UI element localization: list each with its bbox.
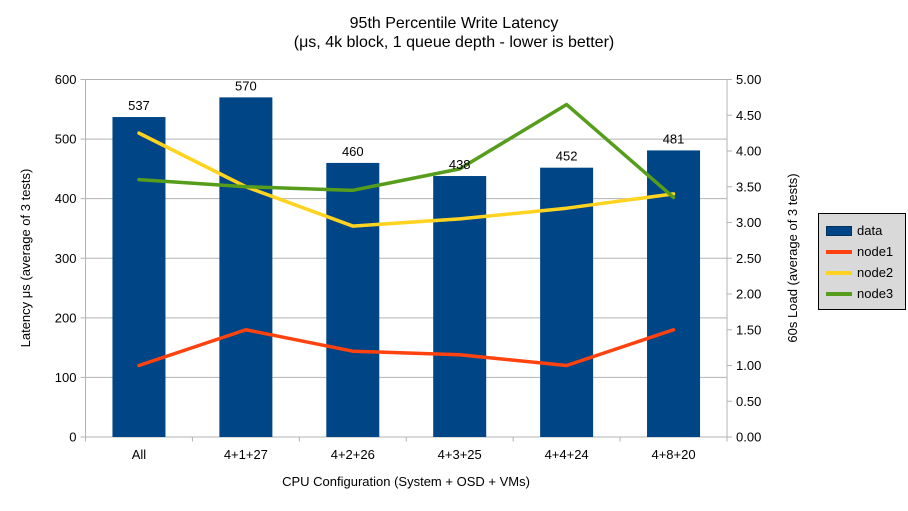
legend-item-node3: node3 [826,283,898,304]
legend-label: data [857,223,883,238]
category-label: 4+4+24 [545,447,589,462]
right-axis-title: 60s Load (average of 3 tests) [785,173,800,342]
legend-item-node1: node1 [826,241,898,262]
legend-swatch-node1 [826,249,852,254]
legend: data node1 node2 node3 [818,213,906,310]
legend-swatch-data [826,225,852,236]
right-tick-label: 3.00 [736,215,761,230]
bar-4+1+27 [219,97,273,437]
legend-swatch-node2 [826,270,852,275]
plot-layer: 0 100 200 300 400 500 600 0.00 0.50 1.00 1.50 2.00 2… [55,72,762,462]
bar-value-label: 570 [235,78,257,93]
right-tick-label: 1.00 [736,358,761,373]
line-node1 [137,328,676,368]
left-tick-label: 400 [55,191,77,206]
legend-item-node2: node2 [826,262,898,283]
bar-value-label: 460 [342,144,364,159]
chart-title: 95th Percentile Write Latency [350,15,559,32]
bar-value-label: 452 [556,149,578,164]
left-tick-label: 200 [55,310,77,325]
left-tick-label: 0 [69,430,76,445]
bar-All [112,117,166,437]
right-tick-label: 0.50 [736,394,761,409]
bar-4+3+25 [433,176,487,437]
right-tick-label: 5.00 [736,72,761,87]
right-tick-label: 4.00 [736,144,761,159]
legend-item-data: data [826,220,898,241]
left-tick-label: 600 [55,72,77,87]
legend-swatch-node3 [826,291,852,296]
line-node2 [137,131,676,228]
right-tick-label: 4.50 [736,108,761,123]
line-node3 [137,102,676,200]
category-label: All [132,447,147,462]
bar-value-label: 438 [449,157,471,172]
right-tick-label: 3.50 [736,179,761,194]
legend-label: node2 [857,265,894,280]
x-axis-title: CPU Configuration (System + OSD + VMs) [282,474,530,489]
left-axis-title: Latency μs (average of 3 tests) [18,169,33,348]
bar-value-label: 537 [128,98,150,113]
left-tick-label: 500 [55,132,77,147]
category-label: 4+3+25 [438,447,482,462]
right-tick-label: 2.50 [736,251,761,266]
category-label: 4+8+20 [651,447,695,462]
bar-value-label: 481 [663,131,685,146]
right-tick-label: 1.50 [736,322,761,337]
bar-4+4+24 [540,167,594,437]
left-tick-label: 100 [55,370,77,385]
chart-subtitle: (μs, 4k block, 1 queue depth - lower is … [294,34,614,51]
right-tick-label: 0.00 [736,430,761,445]
category-label: 4+1+27 [224,447,268,462]
category-label: 4+2+26 [331,447,375,462]
right-tick-label: 2.00 [736,287,761,302]
bar-4+2+26 [326,162,380,437]
legend-label: node1 [857,244,894,259]
legend-label: node3 [857,286,894,301]
left-tick-label: 300 [55,251,77,266]
